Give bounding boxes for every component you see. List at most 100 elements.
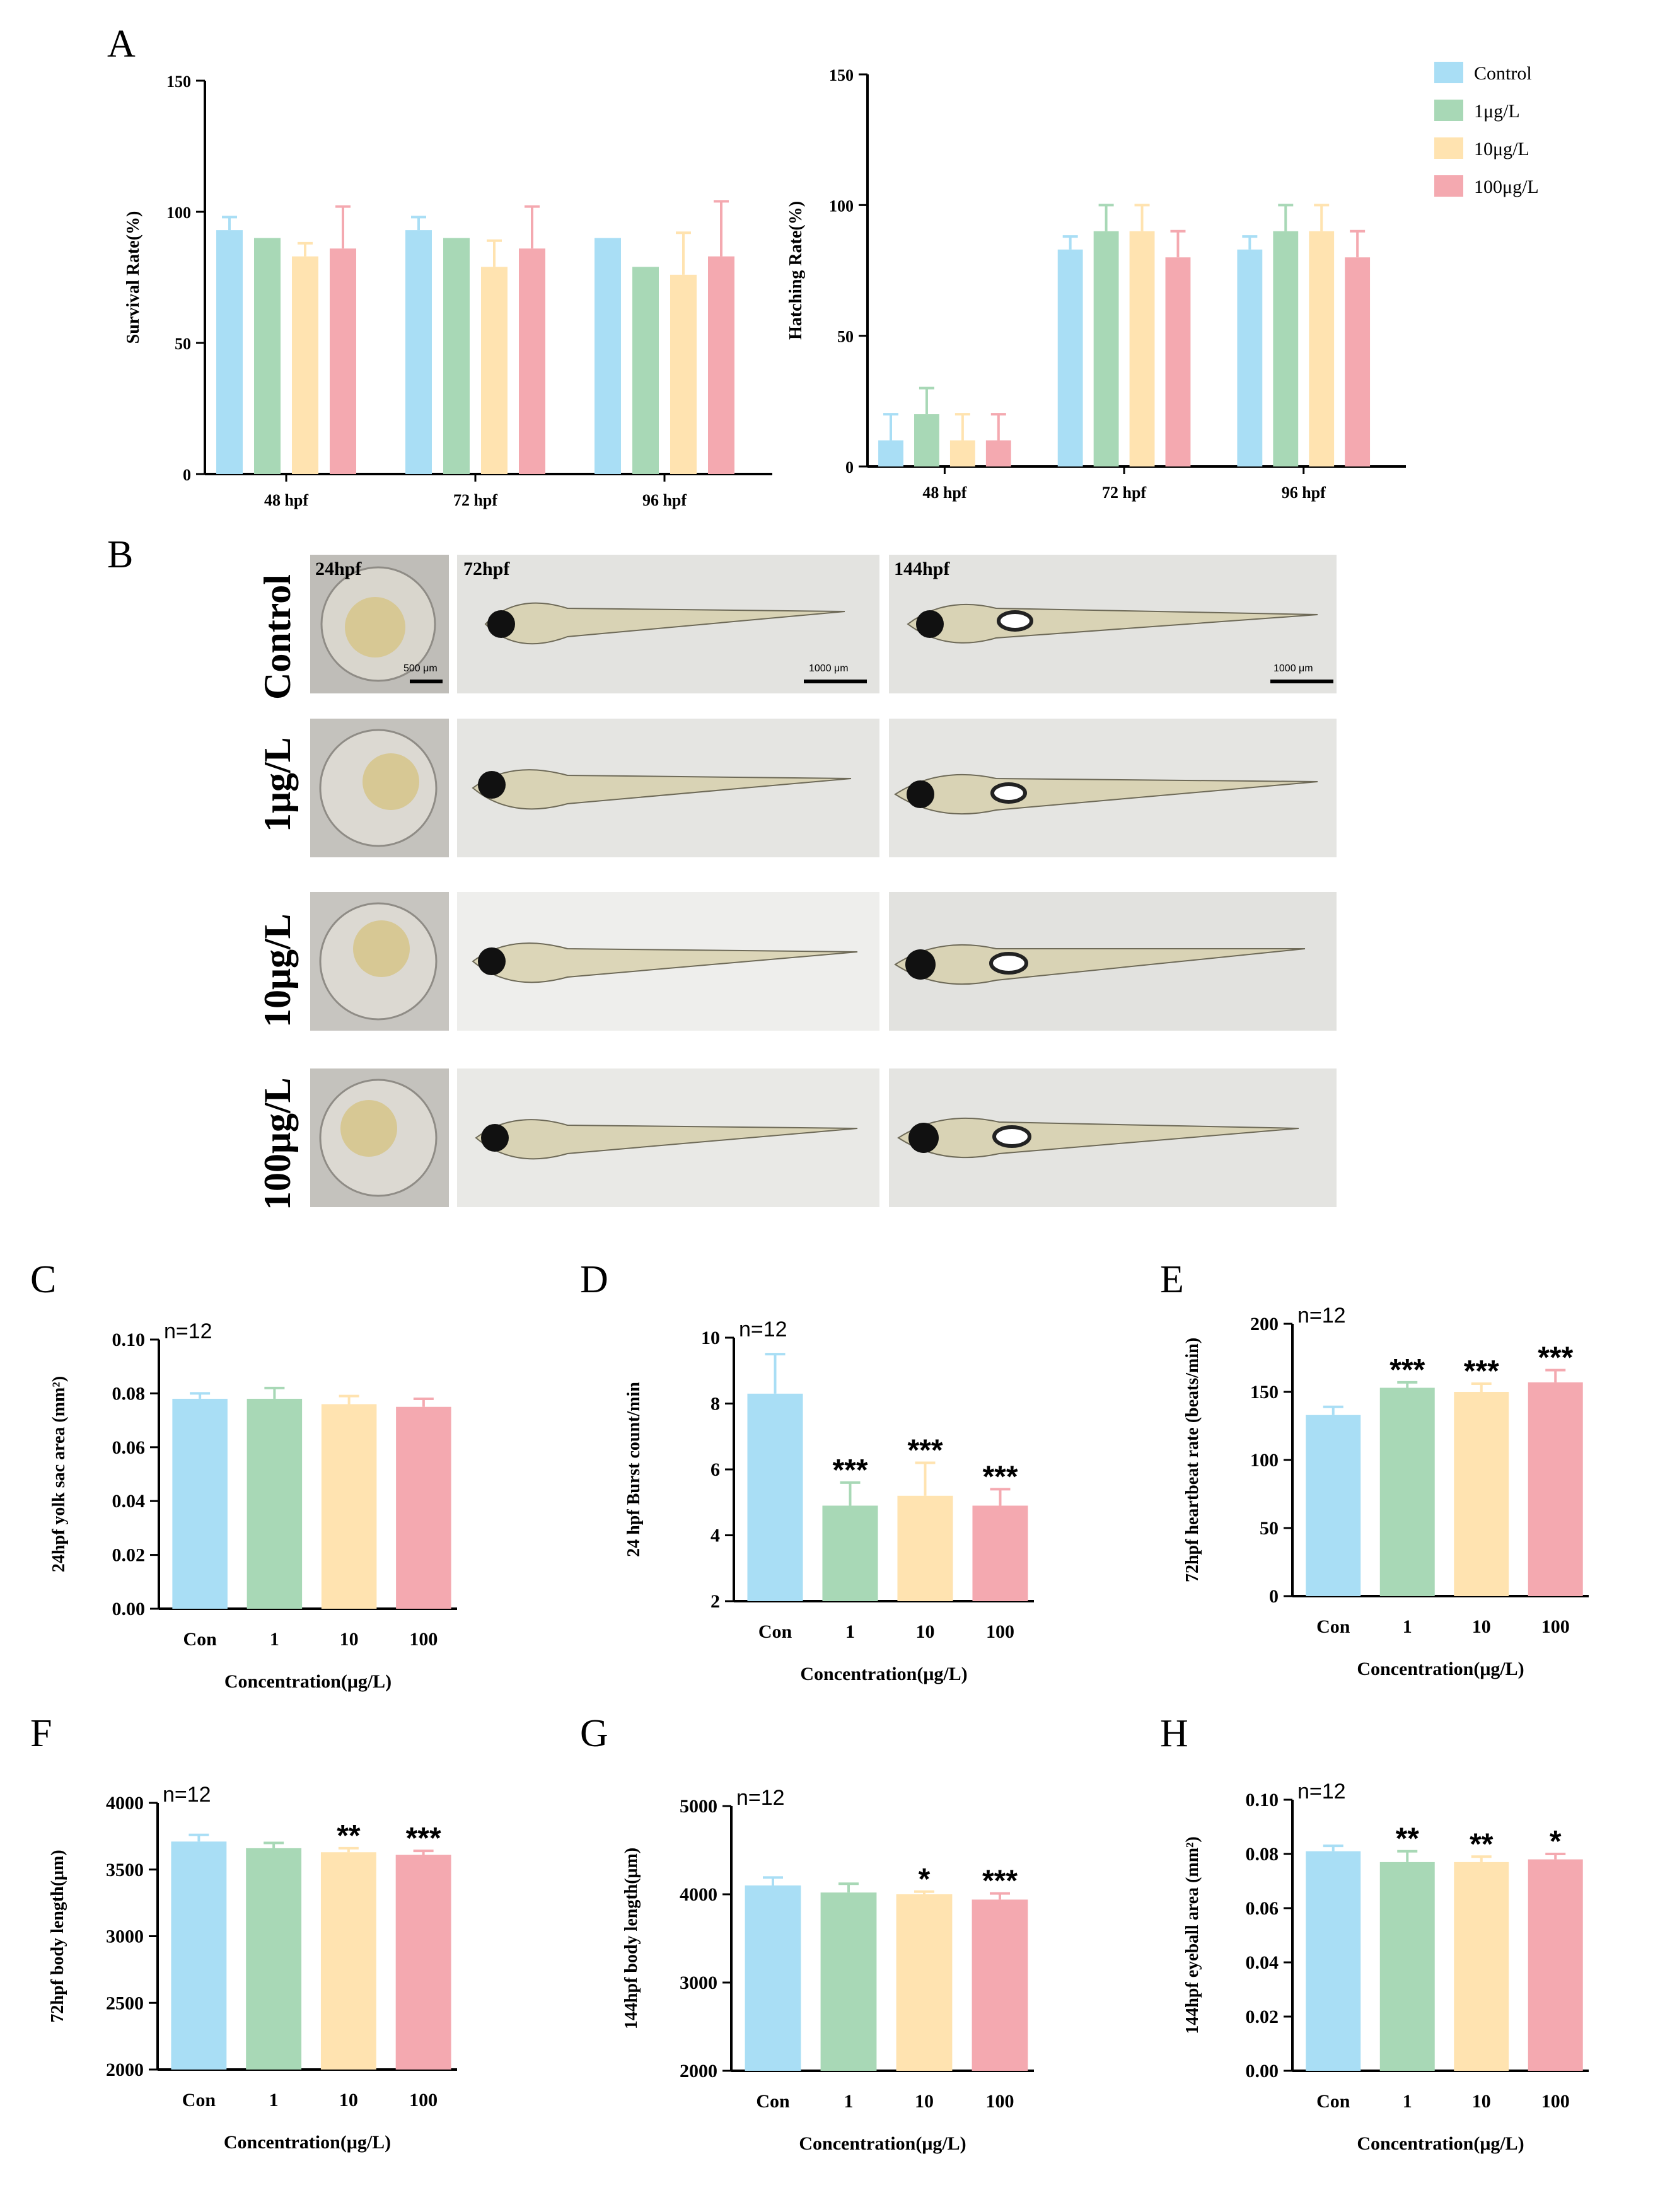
y-tick-label: 2500: [106, 1993, 144, 2013]
y-axis-label: 144hpf eyeball area (mm²): [1183, 1836, 1202, 2034]
bar: [519, 248, 545, 474]
legend: Control 1μg/L 10μg/L 100μg/L: [1434, 62, 1539, 197]
y-tick-label: 5000: [680, 1796, 717, 1817]
bar: [822, 1505, 878, 1601]
larva-eye: [478, 947, 506, 975]
row-label-100: 100μg/L: [257, 1077, 298, 1210]
larva-72hpf: [472, 942, 858, 983]
x-axis-label: Concentration(μg/L): [799, 2133, 966, 2154]
bar: [972, 1899, 1028, 2071]
x-tick-label: 72 hpf: [453, 491, 497, 509]
y-axis-label: 72hpf heartbeat rate (beats/min): [1183, 1338, 1202, 1582]
bar: [747, 1393, 803, 1601]
bar: [670, 274, 697, 474]
bar: [985, 440, 1011, 466]
swim-bladder: [997, 610, 1033, 632]
larva-72hpf: [484, 602, 845, 645]
bar: [216, 230, 243, 474]
significance-marker: ***: [832, 1454, 867, 1487]
x-tick-label: 100: [986, 1621, 1014, 1642]
row-label-10: 10μg/L: [257, 913, 298, 1028]
larva-eye: [478, 771, 506, 799]
y-tick-label: 2: [711, 1591, 720, 1612]
bar: [1057, 249, 1083, 466]
x-tick-label: 100: [1541, 2091, 1570, 2112]
chart-a2: 0 50 100 150 48 hpf 72 hpf 96 hpf Hatching Rate…: [786, 66, 1406, 502]
y-tick-label: 0.04: [112, 1491, 146, 1512]
y-tick-label: 3000: [106, 1926, 144, 1947]
bar: [481, 267, 508, 474]
significance-marker: *: [1550, 1825, 1562, 1858]
y-tick-label: 0.10: [112, 1329, 146, 1350]
y-tick-label: 6: [711, 1459, 720, 1480]
panel-letter-e: E: [1160, 1258, 1184, 1301]
x-tick-label: 100: [409, 2090, 438, 2111]
significance-marker: *: [919, 1863, 931, 1896]
y-tick-label: 0.02: [1246, 2006, 1279, 2027]
x-axis-label: Concentration(μg/L): [1357, 2133, 1524, 2154]
bar: [1454, 1392, 1509, 1596]
y-axis-label: 144hpf body length(μm): [622, 1848, 641, 2029]
bar: [972, 1505, 1028, 1601]
row-label-control: Control: [257, 574, 298, 700]
sample-size: n=12: [1297, 1304, 1346, 1328]
bar: [320, 1852, 376, 2070]
y-tick-label: 4000: [106, 1793, 144, 1814]
x-tick-label: Con: [1316, 1616, 1350, 1637]
bar: [595, 238, 621, 474]
x-axis-label: Concentration(μg/L): [800, 1664, 967, 1684]
y-tick-label: 0.06: [1246, 1898, 1279, 1919]
y-tick-label: 0.08: [1246, 1844, 1279, 1865]
image-row-10: [310, 892, 1337, 1031]
embryo-yolk: [363, 753, 419, 810]
chart-g: 2000 3000 4000 5000 Con 1 * 10 *** 100 n=12 Concent…: [622, 1786, 1034, 2154]
y-tick-label: 10: [701, 1328, 720, 1348]
swim-bladder: [990, 782, 1027, 804]
x-tick-label: Con: [1316, 2091, 1350, 2112]
y-tick-label: 50: [175, 335, 191, 353]
bar: [247, 1398, 303, 1609]
chart-f: 2000 2500 3000 3500 4000 Con 1 ** 10 *** 100 n=12 Co…: [48, 1783, 457, 2153]
larva-eye: [905, 949, 936, 980]
y-tick-label: 2000: [680, 2061, 717, 2082]
embryo-yolk: [353, 920, 410, 977]
x-tick-label: 1: [844, 2091, 854, 2112]
timepoint-72hpf: 72hpf: [463, 559, 510, 579]
y-tick-label: 0.00: [112, 1599, 146, 1619]
image-row-control: 24hpf 72hpf 144hpf 500 μm 1000 μm 1000 μ…: [310, 555, 1337, 693]
x-tick-label: 10: [1472, 2091, 1491, 2112]
scale-bar-label: 500 μm: [403, 663, 438, 674]
x-tick-label: 10: [339, 2090, 358, 2111]
y-tick-label: 0.08: [112, 1383, 146, 1404]
chart-c: 0.00 0.02 0.04 0.06 0.08 0.10 Con 1 10 100 n=12 Con…: [49, 1319, 457, 1692]
y-tick-label: 50: [1260, 1518, 1279, 1539]
scale-bar: [804, 680, 867, 683]
panel-letter-c: C: [30, 1258, 56, 1301]
significance-marker: **: [1396, 1822, 1420, 1856]
bar: [896, 1894, 953, 2071]
larva-eye: [916, 610, 944, 638]
bar: [1379, 1387, 1435, 1596]
y-tick-label: 150: [1250, 1382, 1279, 1403]
larva-eye: [907, 780, 934, 808]
bar: [443, 238, 470, 474]
embryo-yolk: [340, 1100, 397, 1157]
y-tick-label: 0.00: [1246, 2061, 1279, 2082]
x-axis-label: Concentration(μg/L): [224, 1671, 392, 1692]
panel-letter-a: A: [107, 23, 136, 66]
y-tick-label: 150: [829, 66, 854, 84]
y-tick-label: 100: [829, 197, 854, 215]
bar: [321, 1404, 377, 1609]
panel-letter-f: F: [30, 1712, 52, 1755]
swim-bladder: [989, 952, 1028, 975]
bar: [1306, 1851, 1361, 2071]
y-tick-label: 3000: [680, 1972, 717, 1993]
larva-eye: [908, 1123, 939, 1153]
bar: [897, 1495, 953, 1601]
y-tick-label: 0: [1269, 1586, 1279, 1607]
bar: [878, 440, 903, 466]
significance-marker: **: [337, 1819, 361, 1853]
bar: [914, 414, 939, 466]
y-axis-label: 24hpf yolk sac area (mm²): [49, 1376, 69, 1572]
x-tick-label: 10: [340, 1629, 359, 1650]
